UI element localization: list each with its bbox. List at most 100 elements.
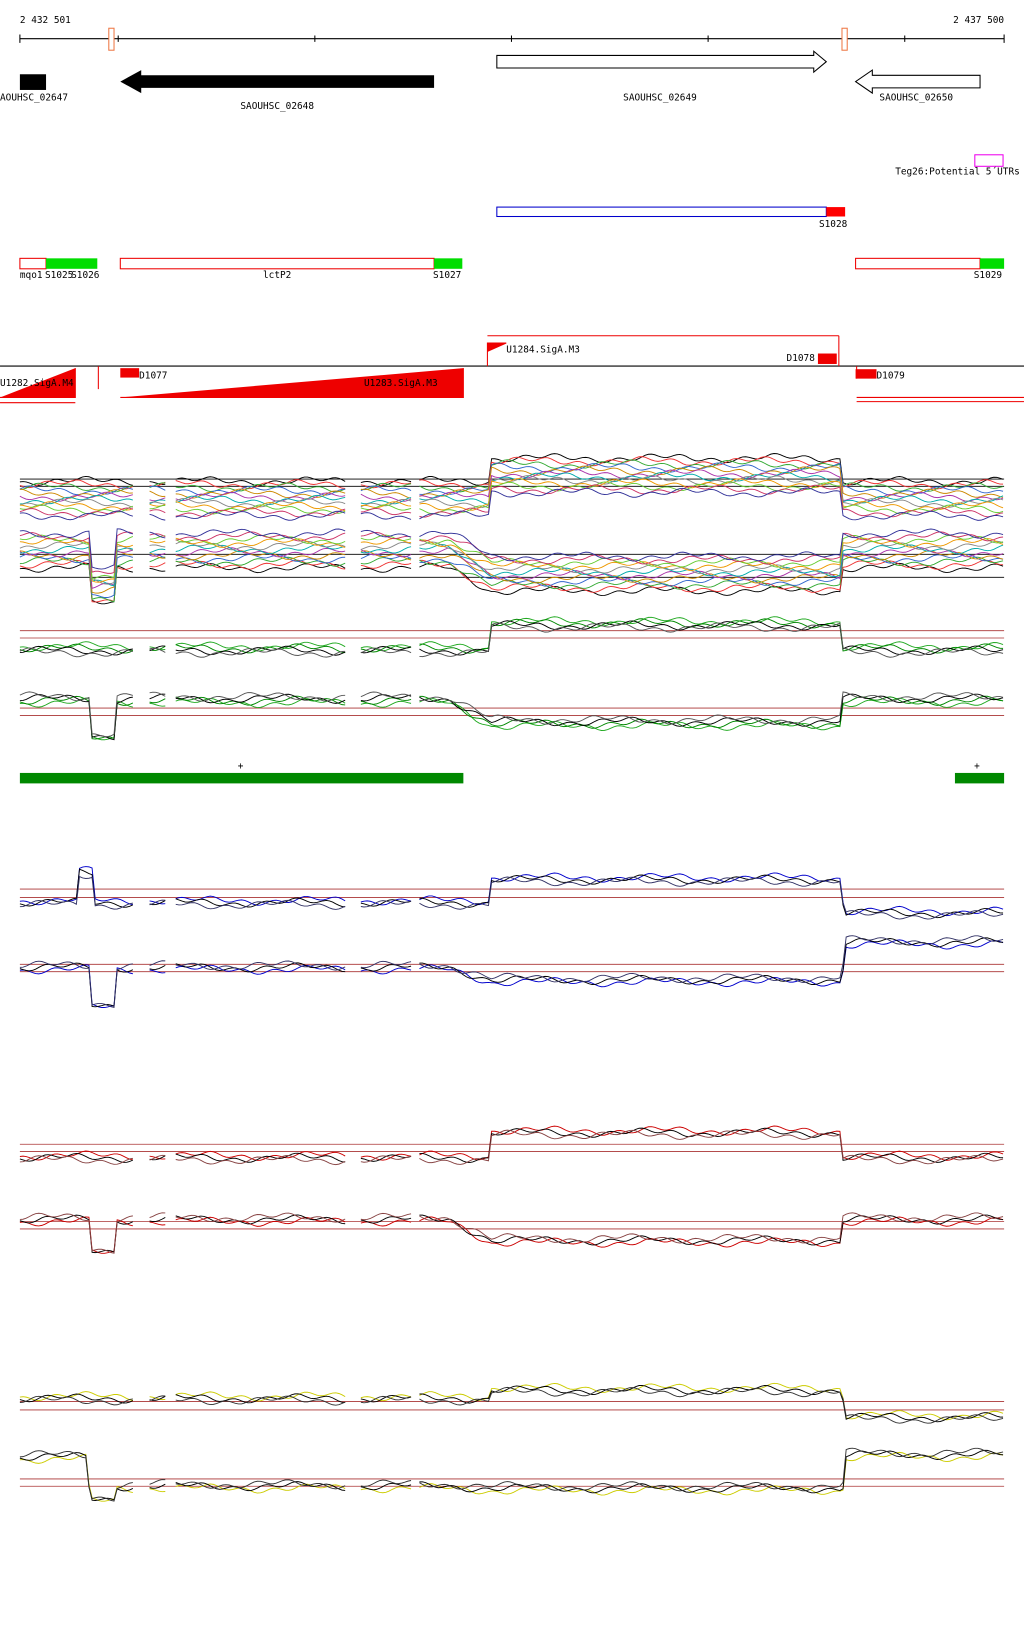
signal-curve (19, 475, 133, 486)
promoter-label: D1077 (139, 371, 167, 382)
operons: mqo1 S1025 S1026 lctP2 S1027 S1029 (19, 257, 1005, 281)
signal-curve (19, 485, 133, 496)
signal-curve (419, 1127, 1004, 1164)
operon-label: S1027 (433, 270, 461, 281)
signal-curve (419, 1129, 1004, 1165)
signal-curve (149, 1155, 166, 1160)
signal-curve (175, 697, 346, 709)
gene-label: SAOUHSC_02648 (240, 101, 314, 112)
operon-label: S1025 (45, 270, 73, 281)
signal-curve (175, 692, 346, 702)
gene (120, 70, 435, 94)
signal-curve (175, 507, 346, 518)
signal-curve (19, 647, 133, 658)
signal-curve (419, 550, 1004, 584)
gene-label: AOUHSC_02647 (0, 92, 68, 103)
signal-curve (360, 482, 412, 491)
signal-curve (175, 504, 346, 515)
signal-curve (149, 691, 166, 697)
signal-curve (19, 1450, 133, 1502)
signal-curve (360, 561, 412, 569)
operon-label: lctP2 (263, 270, 291, 281)
strand-bar (19, 772, 464, 784)
signal-curve (360, 1486, 412, 1494)
gene (19, 74, 47, 90)
signal-curve (19, 494, 133, 505)
gene (496, 50, 828, 74)
signal-curve (419, 456, 1004, 490)
signal-curve (149, 647, 166, 653)
signal-curve (149, 509, 166, 514)
signal-curve (419, 876, 1004, 920)
feature (496, 206, 827, 218)
utr-box (974, 154, 1004, 167)
signal-curve (175, 494, 346, 506)
signal-curve (175, 559, 346, 570)
signal-curve (419, 874, 1004, 919)
signal-curve (360, 537, 412, 545)
signal-curve (149, 1396, 166, 1401)
feature-end (826, 207, 846, 217)
signal-curve (19, 866, 133, 906)
signal-curve (360, 512, 412, 520)
signal-curve (149, 552, 166, 557)
signal-curve (360, 532, 412, 540)
signal-curve (175, 1214, 346, 1225)
signal-curve (175, 962, 346, 973)
signal-curve (175, 648, 346, 658)
signal-curve (149, 1483, 166, 1489)
signal-curve (175, 695, 346, 706)
signal-curve (419, 478, 1004, 512)
signal-curve (419, 1447, 1004, 1492)
gene (854, 69, 981, 95)
signal-curve (149, 1221, 166, 1226)
signal-curve (149, 702, 166, 707)
signal-curve (19, 557, 133, 603)
signal-curve (419, 622, 1004, 658)
signal-curve (19, 541, 134, 585)
ruler-end: 2 437 500 (953, 15, 1004, 26)
signal-curve (360, 644, 412, 652)
signal-curve (175, 895, 346, 906)
ruler-ticks (19, 34, 1005, 43)
promoter-label: D1078 (787, 353, 816, 364)
signal-curve (149, 499, 166, 505)
signal-curve (149, 567, 166, 572)
ruler: 2 432 501 2 437 500 (19, 15, 1005, 51)
signal-curve (360, 497, 412, 505)
signal-curve (19, 691, 133, 738)
signal-curve (149, 501, 166, 505)
signal-curve (419, 556, 1004, 590)
signal-curve (19, 868, 134, 908)
signal-curve (419, 547, 1004, 581)
signal-curve (19, 528, 133, 570)
signal-curve (19, 1152, 134, 1163)
signal-curve (149, 900, 166, 905)
signal-curve (19, 531, 134, 574)
signal-curve (175, 554, 346, 564)
signal-curve (19, 960, 133, 1009)
signal-curve (175, 641, 346, 652)
signal-curve (175, 510, 346, 521)
signal-curve (419, 559, 1004, 593)
signal-curve (360, 1219, 412, 1227)
signal-curve (19, 534, 134, 580)
signal-curve (149, 1395, 166, 1401)
signal-curve (419, 487, 1004, 521)
signal-curve (360, 700, 412, 708)
signal-curve (419, 1386, 1004, 1424)
strand-mark: + (974, 761, 980, 772)
signal-curve (175, 1155, 346, 1166)
signal-curve (419, 562, 1004, 597)
signal-curve (149, 562, 166, 568)
signal-curve (360, 485, 412, 492)
gene-label: SAOUHSC_02650 (879, 92, 953, 103)
signal-curve (175, 1391, 346, 1402)
signal-curve (175, 476, 346, 487)
strand-bar (954, 772, 1005, 784)
signal-curve (360, 964, 412, 972)
signal-curve (419, 1384, 1004, 1423)
signal-curve (360, 1212, 412, 1221)
signal-curve (175, 1395, 346, 1406)
signal-curve (360, 647, 412, 654)
